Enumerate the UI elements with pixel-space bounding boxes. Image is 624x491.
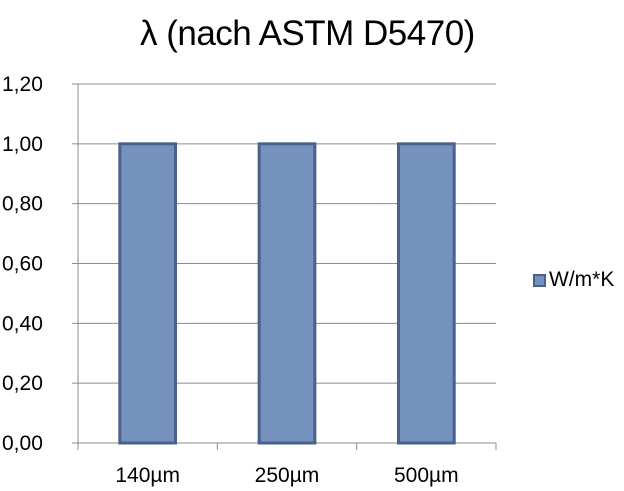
bar bbox=[118, 142, 178, 445]
chart-title: λ (nach ASTM D5470) bbox=[140, 14, 475, 53]
bars bbox=[118, 142, 456, 445]
y-tick-label: 0,80 bbox=[2, 193, 43, 216]
y-tick-label: 0,20 bbox=[2, 372, 43, 395]
y-tick-label: 0,40 bbox=[2, 312, 43, 335]
bar bbox=[396, 142, 456, 445]
y-tick-labels: 0,00 0,20 0,40 0,60 0,80 1,00 1,20 bbox=[2, 73, 43, 455]
legend-swatch bbox=[533, 273, 546, 287]
bar bbox=[257, 142, 317, 445]
legend: W/m*K bbox=[533, 268, 614, 292]
y-tick-label: 0,00 bbox=[2, 432, 43, 455]
x-tick-label: 500µm bbox=[394, 464, 459, 487]
legend-label: W/m*K bbox=[549, 268, 615, 291]
y-tick-label: 1,00 bbox=[2, 133, 43, 156]
y-tick-label: 1,20 bbox=[2, 73, 43, 96]
x-tick-label: 250µm bbox=[255, 464, 320, 487]
x-tick-label: 140µm bbox=[115, 464, 180, 487]
x-tick-labels: 140µm 250µm 500µm bbox=[115, 464, 458, 487]
y-tick-label: 0,60 bbox=[2, 253, 43, 276]
